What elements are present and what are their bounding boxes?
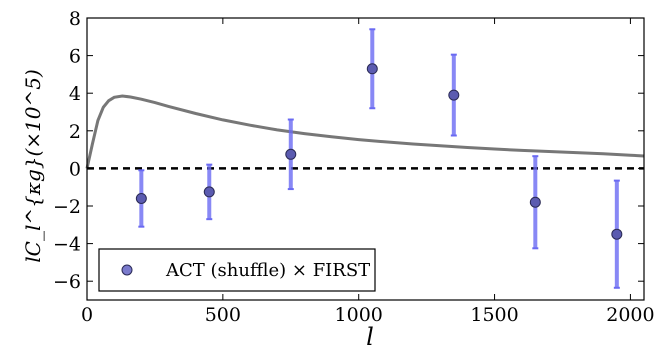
x-tick-label: 1000	[335, 304, 383, 326]
x-tick-label: 500	[205, 304, 241, 326]
axes-layer: 0 500 1000 1500 2000 −6 −4 −2 0 2 4 6 8	[53, 8, 655, 326]
data-point	[203, 186, 215, 198]
y-tick-label: 8	[69, 8, 81, 30]
legend-label: ACT (shuffle) × FIRST	[165, 260, 370, 281]
plot-layer	[85, 28, 645, 289]
data-point	[135, 192, 147, 204]
legend-marker	[121, 264, 133, 276]
y-tick-label: 2	[69, 121, 81, 143]
data-point	[448, 89, 460, 101]
y-tick-label: 4	[69, 83, 81, 105]
y-tick-label: −6	[53, 271, 81, 293]
data-point	[611, 228, 623, 240]
y-tick-label: 6	[69, 46, 81, 68]
data-point	[285, 148, 297, 160]
y-tick-label: −4	[53, 234, 81, 256]
legend: ACT (shuffle) × FIRST	[98, 248, 376, 292]
x-axis-label: l	[366, 323, 374, 351]
x-tick-label: 2000	[606, 304, 654, 326]
y-tick-label: 0	[69, 158, 81, 180]
y-tick-label: −2	[53, 196, 81, 218]
x-tick-label: 1500	[470, 304, 518, 326]
data-point	[529, 196, 541, 208]
plot-frame	[86, 17, 645, 301]
y-axis-label: lC_l^{κg}(×10^5)	[21, 69, 45, 263]
x-tick-label: 0	[81, 304, 93, 326]
data-point	[366, 63, 378, 75]
model-curve	[85, 94, 645, 169]
legend-box	[98, 248, 376, 292]
